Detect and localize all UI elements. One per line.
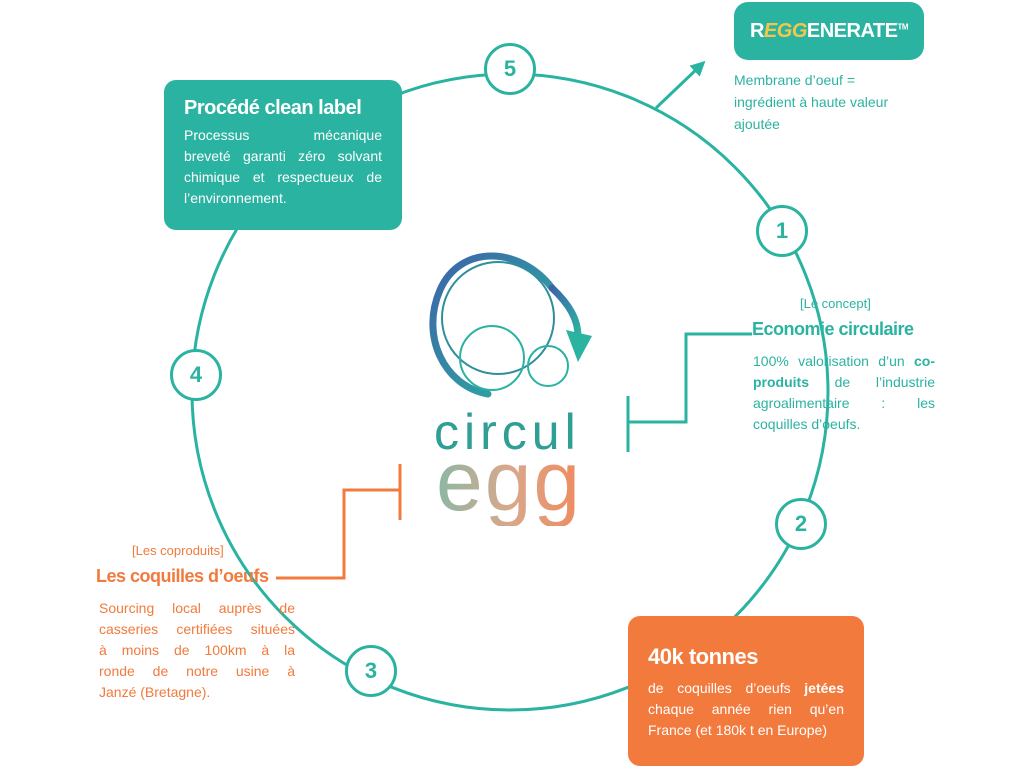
coproduits-line: casseries certifiées situées: [99, 621, 295, 637]
clean-label-card: Procédé clean label Processus mécanique …: [164, 80, 402, 230]
logo-circle-small: [527, 345, 569, 387]
coproduits-tag: [Les coproduits]: [132, 543, 224, 558]
concept-tag: [Le concept]: [800, 296, 871, 311]
logo-swirl: [429, 252, 556, 398]
tonnes-card: 40k tonnes de coquilles d’oeufs jetées c…: [628, 616, 864, 766]
reggenerate-rest: ENERATE: [806, 19, 898, 42]
step-4-badge: 4: [170, 349, 222, 401]
clean-label-line: l’environnement.: [184, 190, 287, 206]
connector-coproduits: [276, 488, 400, 580]
coproduits-title: Les coquilles d’oeufs: [96, 566, 269, 586]
tonnes-title: 40k tonnes: [648, 644, 758, 669]
arrow-to-reggenerate: [654, 60, 706, 110]
logo-arc: [548, 284, 582, 340]
concept-line: 100% valorisation d’un co-: [753, 353, 935, 369]
step-5-badge: 5: [484, 43, 536, 95]
connector-concept: [628, 332, 752, 424]
logo-circul: circul: [434, 404, 581, 460]
logo-circle-outer: [441, 261, 555, 375]
logo-arrow-icon: [566, 330, 592, 362]
caption-line: Membrane d’oeuf =: [734, 72, 856, 88]
logo-circle-mid: [459, 325, 525, 391]
coproduits-body: Sourcing local auprès de casseries certi…: [99, 598, 295, 703]
concept-line: agroalimentaire : les: [753, 395, 935, 411]
clean-label-title: Procédé clean label: [184, 97, 362, 119]
concept-line: coquilles d’oeufs.: [753, 416, 861, 432]
coproduits-line: à moins de 100km à la: [99, 642, 295, 658]
reggenerate-caption: Membrane d’oeuf = ingrédient à haute val…: [734, 69, 924, 135]
coproduits-line: Janzé (Bretagne).: [99, 684, 211, 700]
caption-line: ajoutée: [734, 116, 780, 132]
caption-line: ingrédient à haute valeur: [734, 94, 889, 110]
concept-body: 100% valorisation d’un co- produits de l…: [753, 351, 935, 435]
coproduits-line: ronde de notre usine à: [99, 663, 295, 679]
tonnes-line: France (et 180k t en Europe): [648, 722, 827, 738]
step-2-badge: 2: [775, 498, 827, 550]
step-3-badge: 3: [345, 645, 397, 697]
tonnes-line: chaque année rien qu’en: [648, 701, 844, 717]
reggenerate-r: R: [749, 19, 764, 42]
concept-line: produits de l’industrie: [753, 374, 935, 390]
reggenerate-tm: TM: [897, 21, 909, 31]
clean-label-line: Processus mécanique: [184, 127, 382, 143]
tonnes-line: de coquilles d’oeufs jetées: [648, 680, 844, 696]
logo-egg: egg: [436, 434, 583, 528]
reggenerate-egg: EGG: [763, 19, 807, 42]
clean-label-line: breveté garanti zéro solvant: [184, 148, 382, 164]
coproduits-line: Sourcing local auprès de: [99, 600, 295, 616]
step-1-badge: 1: [756, 205, 808, 257]
logo-mark: [429, 252, 592, 398]
clean-label-line: chimique et respectueux de: [184, 169, 382, 185]
reggenerate-badge: REGGENERATETM: [734, 2, 924, 60]
concept-title: Economie circulaire: [752, 319, 914, 339]
